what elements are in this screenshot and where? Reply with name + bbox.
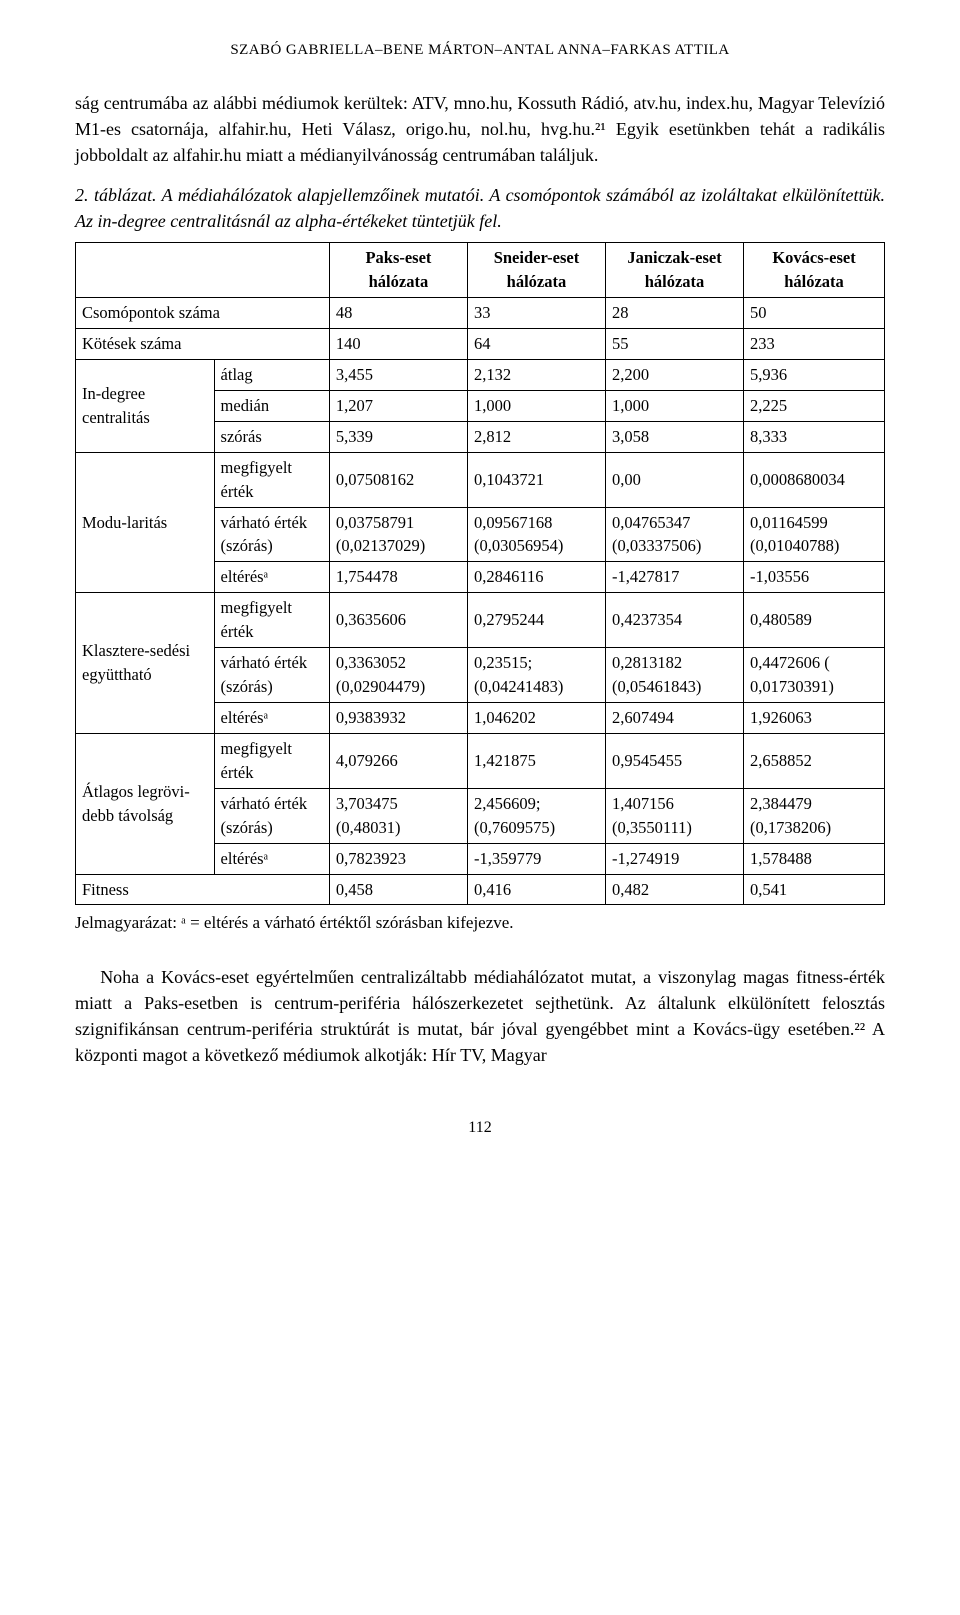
data-cell: -1,03556 <box>744 562 885 593</box>
data-cell: 0,03758791 (0,02137029) <box>329 507 467 562</box>
data-cell: 1,578488 <box>744 843 885 874</box>
data-cell: 2,132 <box>467 359 605 390</box>
data-cell: -1,427817 <box>606 562 744 593</box>
data-cell: 1,926063 <box>744 702 885 733</box>
row-group-label: In-degree centralitás <box>76 359 215 452</box>
data-cell: 2,384479 (0,1738206) <box>744 788 885 843</box>
row-group-label: Átlagos legrövi-debb távolság <box>76 733 215 874</box>
row-group-label: Modu-laritás <box>76 452 215 593</box>
table-header-row: Paks-eset hálózata Sneider-eset hálózata… <box>76 243 885 298</box>
data-cell: 0,7823923 <box>329 843 467 874</box>
row-sublabel: várható érték (szórás) <box>214 788 329 843</box>
data-cell: 0,480589 <box>744 593 885 648</box>
col-header-janiczak: Janiczak-eset hálózata <box>606 243 744 298</box>
data-cell: 3,703475 (0,48031) <box>329 788 467 843</box>
data-cell: 3,455 <box>329 359 467 390</box>
data-cell: 0,416 <box>467 874 605 905</box>
data-cell: 2,225 <box>744 390 885 421</box>
table-row: Átlagos legrövi-debb távolságmegfigyelt … <box>76 733 885 788</box>
data-cell: 2,200 <box>606 359 744 390</box>
data-cell: 50 <box>744 298 885 329</box>
data-cell: 0,00 <box>606 452 744 507</box>
table-row: Kötések száma1406455233 <box>76 328 885 359</box>
data-cell: 0,1043721 <box>467 452 605 507</box>
data-table: Paks-eset hálózata Sneider-eset hálózata… <box>75 242 885 905</box>
data-cell: 140 <box>329 328 467 359</box>
data-cell: 64 <box>467 328 605 359</box>
data-cell: 0,3635606 <box>329 593 467 648</box>
table-row: In-degree centralitásátlag3,4552,1322,20… <box>76 359 885 390</box>
data-cell: 1,421875 <box>467 733 605 788</box>
data-cell: 1,207 <box>329 390 467 421</box>
col-header-empty <box>76 243 330 298</box>
paragraph-2: Noha a Kovács-eset egyértelműen centrali… <box>75 964 885 1068</box>
row-sublabel: medián <box>214 390 329 421</box>
data-cell: 4,079266 <box>329 733 467 788</box>
data-cell: 0,01164599 (0,01040788) <box>744 507 885 562</box>
data-cell: 2,658852 <box>744 733 885 788</box>
row-sublabel: eltérésᵃ <box>214 562 329 593</box>
row-group-label: Fitness <box>76 874 330 905</box>
row-sublabel: eltérésᵃ <box>214 702 329 733</box>
data-cell: 0,0008680034 <box>744 452 885 507</box>
data-cell: 0,9545455 <box>606 733 744 788</box>
data-cell: 0,458 <box>329 874 467 905</box>
data-cell: 0,482 <box>606 874 744 905</box>
col-header-kovacs: Kovács-eset hálózata <box>744 243 885 298</box>
data-cell: 233 <box>744 328 885 359</box>
row-sublabel: megfigyelt érték <box>214 593 329 648</box>
paragraph-1: ság centrumába az alábbi médiumok került… <box>75 90 885 168</box>
row-sublabel: megfigyelt érték <box>214 733 329 788</box>
data-cell: 0,04765347 (0,03337506) <box>606 507 744 562</box>
data-cell: 0,541 <box>744 874 885 905</box>
table-caption: 2. táblázat. A médiahálózatok alapjellem… <box>75 182 885 234</box>
row-sublabel: várható érték (szórás) <box>214 648 329 703</box>
data-cell: 0,2795244 <box>467 593 605 648</box>
row-group-label: Kötések száma <box>76 328 330 359</box>
data-cell: 0,2813182 (0,05461843) <box>606 648 744 703</box>
data-cell: 28 <box>606 298 744 329</box>
row-sublabel: megfigyelt érték <box>214 452 329 507</box>
data-cell: 5,339 <box>329 421 467 452</box>
data-cell: 1,046202 <box>467 702 605 733</box>
row-group-label: Klasztere-sedési együttható <box>76 593 215 734</box>
data-cell: 0,07508162 <box>329 452 467 507</box>
data-cell: 0,4472606 ( 0,01730391) <box>744 648 885 703</box>
row-group-label: Csomópontok száma <box>76 298 330 329</box>
data-cell: 1,000 <box>606 390 744 421</box>
table-row: Klasztere-sedési együtthatómegfigyelt ér… <box>76 593 885 648</box>
col-header-sneider: Sneider-eset hálózata <box>467 243 605 298</box>
data-cell: 5,936 <box>744 359 885 390</box>
data-cell: 1,754478 <box>329 562 467 593</box>
data-cell: 2,812 <box>467 421 605 452</box>
data-cell: 0,09567168 (0,03056954) <box>467 507 605 562</box>
data-cell: 0,2846116 <box>467 562 605 593</box>
table-row: Fitness0,4580,4160,4820,541 <box>76 874 885 905</box>
data-cell: 2,456609; (0,7609575) <box>467 788 605 843</box>
data-cell: 3,058 <box>606 421 744 452</box>
data-cell: 0,9383932 <box>329 702 467 733</box>
table-note: Jelmagyarázat: ᵃ = eltérés a várható ért… <box>75 911 885 936</box>
page-header: SZABÓ GABRIELLA–BENE MÁRTON–ANTAL ANNA–F… <box>75 40 885 62</box>
data-cell: 55 <box>606 328 744 359</box>
data-cell: 0,4237354 <box>606 593 744 648</box>
data-cell: -1,274919 <box>606 843 744 874</box>
data-cell: 1,000 <box>467 390 605 421</box>
data-cell: -1,359779 <box>467 843 605 874</box>
data-cell: 8,333 <box>744 421 885 452</box>
page-number: 112 <box>75 1116 885 1139</box>
data-cell: 33 <box>467 298 605 329</box>
col-header-paks: Paks-eset hálózata <box>329 243 467 298</box>
row-sublabel: eltérésᵃ <box>214 843 329 874</box>
data-cell: 0,23515; (0,04241483) <box>467 648 605 703</box>
data-cell: 48 <box>329 298 467 329</box>
table-row: Modu-laritásmegfigyelt érték0,075081620,… <box>76 452 885 507</box>
data-cell: 2,607494 <box>606 702 744 733</box>
table-row: Csomópontok száma48332850 <box>76 298 885 329</box>
data-cell: 1,407156 (0,3550111) <box>606 788 744 843</box>
row-sublabel: átlag <box>214 359 329 390</box>
row-sublabel: szórás <box>214 421 329 452</box>
row-sublabel: várható érték (szórás) <box>214 507 329 562</box>
data-cell: 0,3363052 (0,02904479) <box>329 648 467 703</box>
